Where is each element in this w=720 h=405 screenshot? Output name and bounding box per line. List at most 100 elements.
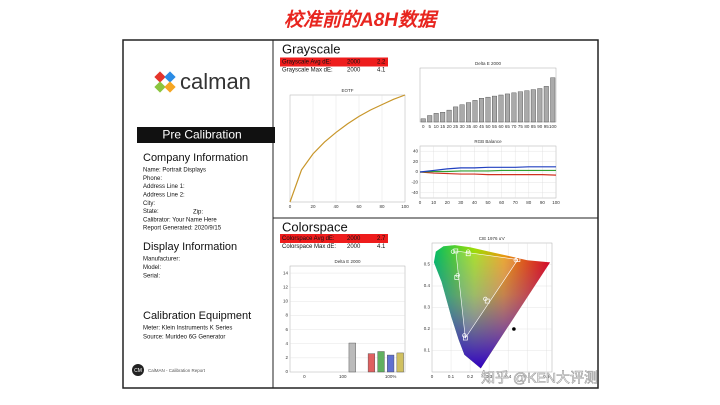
x-tick-label: 100 bbox=[552, 200, 560, 205]
x-tick-label: 40 bbox=[472, 200, 478, 205]
bar bbox=[420, 118, 426, 123]
x-tick-label: 80 bbox=[524, 124, 530, 129]
bar bbox=[537, 88, 543, 123]
bar bbox=[459, 104, 465, 123]
page-title: 校准前的A8H数据 bbox=[284, 9, 439, 31]
x-tick-label: 0.4 bbox=[505, 374, 512, 379]
x-tick-label: 90 bbox=[537, 124, 543, 129]
bar bbox=[396, 352, 404, 373]
measured-point bbox=[455, 273, 460, 278]
x-tick-label: 20 bbox=[310, 204, 316, 209]
x-tick-label: 80 bbox=[526, 200, 532, 205]
stat: 4.1 bbox=[377, 68, 386, 74]
x-tick-label: 15 bbox=[440, 124, 446, 129]
target-point bbox=[454, 275, 460, 280]
field: Address Line 2: bbox=[143, 192, 185, 198]
field: Phone: bbox=[143, 176, 162, 182]
y-tick-label: 40 bbox=[413, 148, 419, 153]
bar bbox=[492, 95, 497, 123]
bar bbox=[348, 342, 356, 373]
x-tick-label: 50 bbox=[485, 200, 491, 205]
y-tick-label: 12 bbox=[283, 284, 289, 289]
x-tick-label: 55 bbox=[492, 124, 498, 129]
bar bbox=[504, 93, 510, 123]
x-tick-label: 90 bbox=[540, 200, 546, 205]
section-heading: Company Information bbox=[143, 152, 248, 164]
x-tick-label: 10 bbox=[431, 200, 437, 205]
x-tick-label: 0 bbox=[419, 200, 422, 205]
bar bbox=[453, 106, 459, 123]
y-tick-label: 0 bbox=[415, 169, 418, 174]
x-tick-label: 0.2 bbox=[467, 374, 474, 379]
line bbox=[289, 94, 406, 203]
x-tick-label: 0 bbox=[422, 124, 425, 129]
target-point bbox=[465, 251, 471, 257]
stat: Grayscale Avg dE: bbox=[282, 60, 332, 66]
measured-point bbox=[466, 249, 471, 254]
bar bbox=[367, 353, 376, 373]
y-tick-label: 14 bbox=[283, 270, 289, 275]
x-tick-label: 0.6 bbox=[543, 374, 550, 379]
field: Zip: bbox=[193, 210, 203, 216]
y-tick-label: 8 bbox=[285, 313, 288, 318]
bar bbox=[377, 351, 385, 373]
y-tick-label: -40 bbox=[411, 190, 418, 195]
gamut-locus bbox=[433, 245, 551, 369]
bar bbox=[511, 92, 517, 123]
field: City: bbox=[143, 201, 155, 207]
bar bbox=[517, 91, 523, 123]
x-tick-label: 30 bbox=[460, 124, 466, 129]
line bbox=[419, 169, 556, 173]
bar bbox=[498, 94, 504, 123]
field: State: bbox=[143, 209, 159, 215]
bar bbox=[387, 354, 395, 373]
measured-point bbox=[450, 249, 456, 254]
y-tick-label: 0.1 bbox=[424, 348, 431, 353]
bar bbox=[446, 109, 452, 123]
chart-title: CIE 1976 u'v' bbox=[479, 236, 506, 241]
field: Calibrator: Your Name Here bbox=[143, 217, 217, 223]
target-gamut bbox=[455, 250, 519, 339]
line bbox=[419, 171, 557, 176]
field: Model: bbox=[143, 265, 161, 271]
bar bbox=[530, 89, 536, 123]
x-tick-label: 0 bbox=[289, 204, 292, 209]
bar bbox=[543, 86, 549, 123]
field: Manufacturer: bbox=[143, 257, 180, 263]
x-tick-label: 60 bbox=[356, 204, 362, 209]
target-point bbox=[453, 248, 459, 254]
highlight bbox=[280, 57, 388, 67]
x-tick-label: 0 bbox=[431, 374, 434, 379]
y-tick-label: 6 bbox=[285, 327, 288, 332]
bar bbox=[472, 100, 478, 123]
field: Serial: bbox=[143, 274, 160, 280]
stat: Colorspace Avg dE: bbox=[282, 236, 335, 242]
x-tick-label: 65 bbox=[505, 124, 511, 129]
stat: 2.2 bbox=[377, 60, 386, 66]
y-tick-label: -20 bbox=[411, 180, 418, 185]
line bbox=[419, 166, 556, 173]
y-tick-label: 10 bbox=[283, 299, 289, 304]
x-tick-label: 85 bbox=[531, 124, 537, 129]
x-tick-label: 100 bbox=[401, 204, 409, 209]
y-tick-label: 2 bbox=[285, 355, 288, 360]
bar bbox=[433, 113, 439, 123]
section-heading: Colorspace bbox=[282, 219, 348, 234]
chart-title: RGB Balance bbox=[474, 139, 502, 144]
bar bbox=[524, 90, 530, 123]
field: Name: Portrait Displays bbox=[143, 168, 206, 174]
plot-area bbox=[289, 94, 406, 203]
banner: Pre Calibration bbox=[162, 128, 241, 142]
section-heading: Grayscale bbox=[282, 41, 341, 56]
logo-text: calman bbox=[180, 69, 251, 94]
stat: 2.7 bbox=[377, 236, 386, 242]
x-tick-label: 25 bbox=[453, 124, 459, 129]
banner-bg bbox=[137, 127, 275, 143]
x-tick-label: 50 bbox=[485, 124, 491, 129]
x-tick-label: 20 bbox=[447, 124, 453, 129]
x-tick-label: 30 bbox=[458, 200, 464, 205]
stat: 2000 bbox=[347, 60, 361, 66]
y-tick-label: 4 bbox=[285, 341, 288, 346]
x-tick-label: 80 bbox=[379, 204, 385, 209]
